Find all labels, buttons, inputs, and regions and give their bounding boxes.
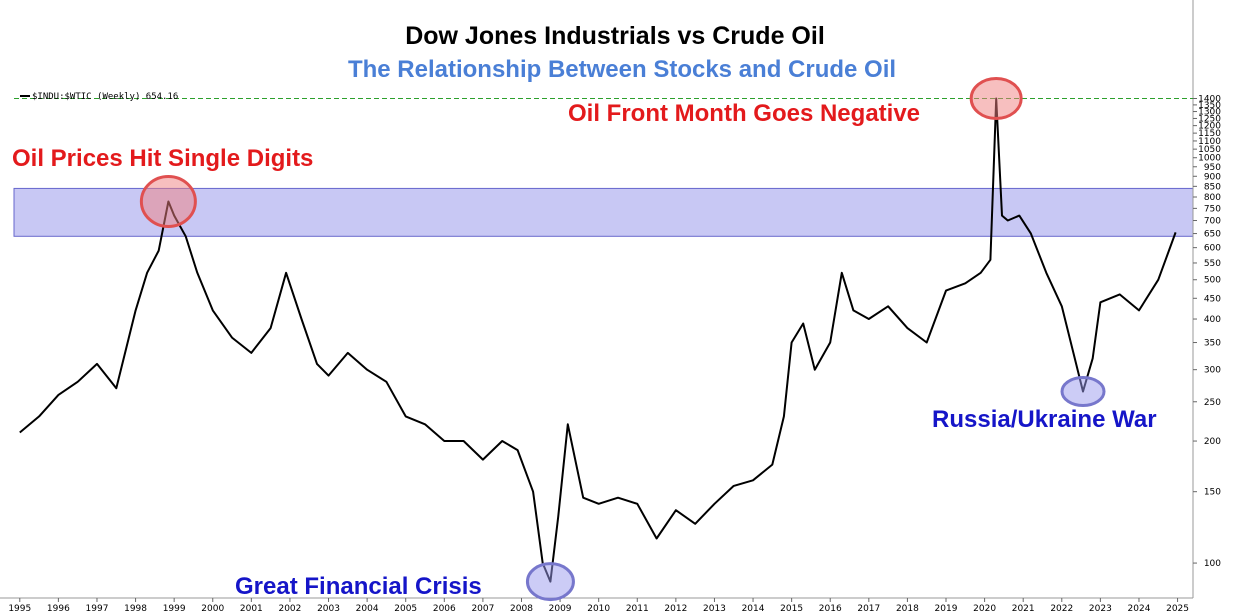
series-line-0 (19, 97, 1177, 583)
x-tick-label: 2001 (240, 604, 263, 614)
y-tick-label: 1300 (1198, 108, 1221, 118)
x-tick-label: 2008 (510, 604, 533, 614)
x-tick-label: 2019 (935, 604, 958, 614)
x-tick-label: 2020 (973, 604, 996, 614)
x-tick-label: 2025 (1166, 604, 1189, 614)
highlight-circle-2008 (525, 562, 575, 602)
highlight-circle-2020 (969, 76, 1023, 120)
x-tick-label: 2007 (471, 604, 494, 614)
y-tick-label: 200 (1204, 437, 1221, 447)
legend: $INDU:$WTIC (Weekly) 654.16 (20, 92, 178, 102)
x-tick-label: 2022 (1050, 604, 1073, 614)
x-tick-label: 2014 (742, 604, 765, 614)
y-tick-label: 400 (1204, 315, 1221, 325)
x-tick-label: 1997 (86, 604, 109, 614)
y-tick-label: 500 (1204, 276, 1221, 286)
x-tick-label: 2017 (857, 604, 880, 614)
y-tick-label: 1400 (1198, 94, 1221, 104)
y-tick-label: 1000 (1198, 154, 1221, 164)
x-tick-label: 2016 (819, 604, 842, 614)
annotation-negative: Oil Front Month Goes Negative (568, 100, 920, 127)
x-tick-label: 2003 (317, 604, 340, 614)
x-tick-label: 2009 (549, 604, 572, 614)
y-tick-label: 850 (1204, 182, 1221, 192)
x-tick-label: 2010 (587, 604, 610, 614)
x-tick-label: 2013 (703, 604, 726, 614)
resistance-band (13, 187, 1194, 237)
x-tick-label: 2004 (356, 604, 379, 614)
annotation-ukraine: Russia/Ukraine War (932, 406, 1157, 433)
x-tick-label: 2018 (896, 604, 919, 614)
line-layer (19, 97, 1177, 583)
x-tick-label: 2015 (780, 604, 803, 614)
y-tick-label: 750 (1204, 204, 1221, 214)
y-tick-label: 450 (1204, 294, 1221, 304)
highlight-circle-2022 (1060, 376, 1106, 408)
x-tick-label: 2023 (1089, 604, 1112, 614)
highlight-circle-1998 (139, 174, 197, 228)
x-tick-label: 2011 (626, 604, 649, 614)
x-tick-label: 1998 (124, 604, 147, 614)
y-tick-label: 150 (1204, 488, 1221, 498)
y-tick-label: 900 (1204, 172, 1221, 182)
x-tick-label: 1995 (8, 604, 31, 614)
y-tick-label: 1200 (1198, 122, 1221, 132)
annotation-single-digits: Oil Prices Hit Single Digits (12, 145, 313, 172)
y-tick-label: 100 (1204, 559, 1221, 569)
circle-layer (139, 76, 1106, 602)
y-tick-label: 700 (1204, 217, 1221, 227)
y-tick-label: 600 (1204, 244, 1221, 254)
y-tick-label: 350 (1204, 339, 1221, 349)
y-tick-label: 300 (1204, 366, 1221, 376)
x-tick-label: 2002 (278, 604, 301, 614)
y-tick-label: 950 (1204, 163, 1221, 173)
x-tick-label: 2024 (1128, 604, 1151, 614)
y-tick-label: 1050 (1198, 145, 1221, 155)
y-tick-label: 1150 (1198, 129, 1221, 139)
y-tick-label: 1100 (1198, 137, 1221, 147)
y-tick-label: 1250 (1198, 114, 1221, 124)
legend-label: $INDU:$WTIC (Weekly) 654.16 (32, 92, 178, 102)
x-tick-label: 1999 (163, 604, 186, 614)
x-tick-label: 2012 (664, 604, 687, 614)
axis-layer: 100 150 200 250 300 350 400 450 500 550 600 650 700 7… (0, 0, 1221, 614)
y-tick-label: 800 (1204, 193, 1221, 203)
x-tick-label: 1996 (47, 604, 70, 614)
x-tick-label: 2000 (201, 604, 224, 614)
y-tick-label: 250 (1204, 398, 1221, 408)
annotation-gfc: Great Financial Crisis (235, 573, 482, 600)
x-tick-label: 2005 (394, 604, 417, 614)
chart-subtitle: The Relationship Between Stocks and Crud… (348, 56, 896, 83)
x-tick-label: 2021 (1012, 604, 1035, 614)
y-tick-label: 650 (1204, 230, 1221, 240)
y-tick-label: 1350 (1198, 101, 1221, 111)
band-layer (13, 187, 1194, 237)
chart-title: Dow Jones Industrials vs Crude Oil (405, 22, 825, 50)
y-tick-label: 550 (1204, 259, 1221, 269)
x-tick-label: 2006 (433, 604, 456, 614)
